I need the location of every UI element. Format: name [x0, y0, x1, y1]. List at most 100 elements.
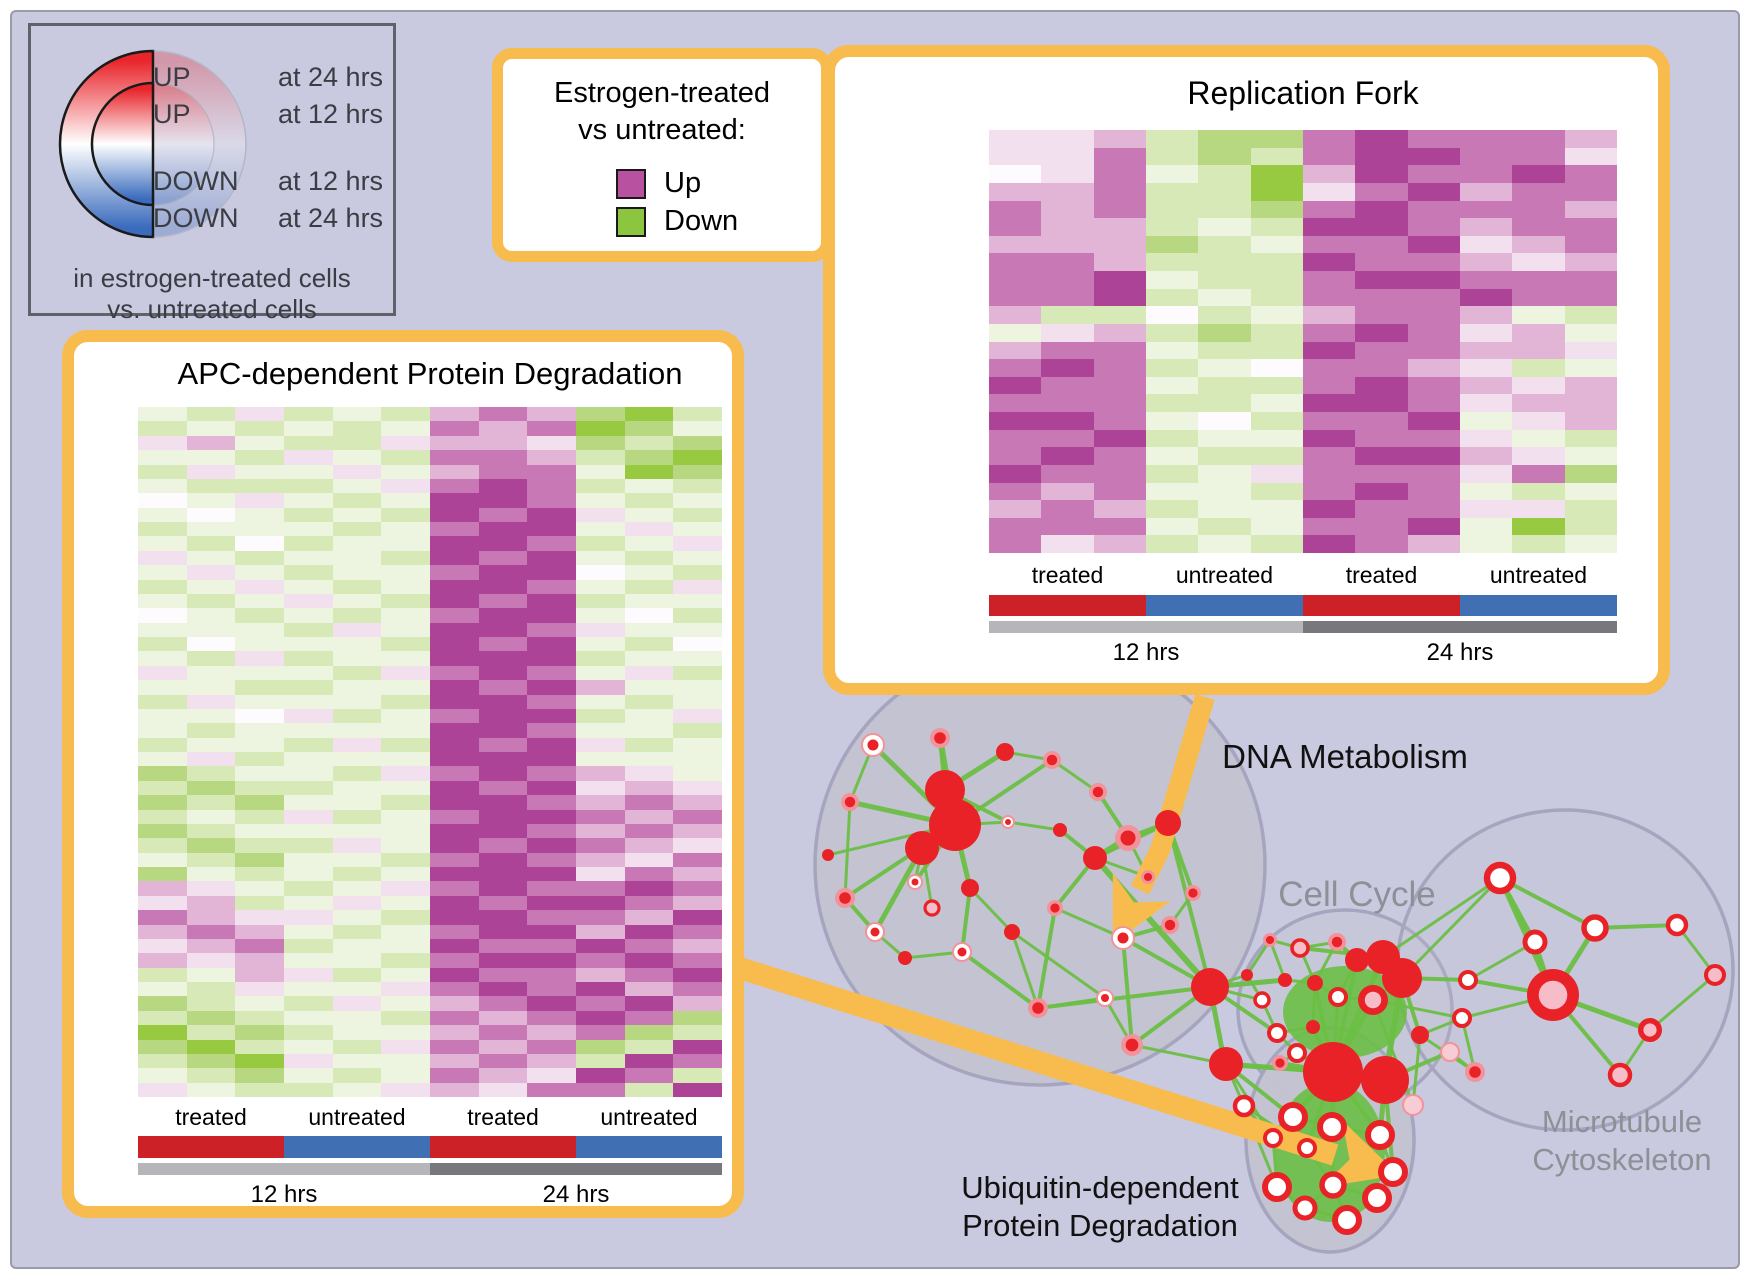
gene-node-ring-pink — [923, 899, 941, 917]
network-edge — [960, 950, 1040, 1010]
heatmap-cell — [332, 852, 382, 867]
gene-node-solid — [1411, 1026, 1429, 1044]
heatmap-cell — [478, 507, 528, 522]
heatmap-cell — [1041, 394, 1094, 412]
heatmap-cell — [332, 407, 382, 422]
heatmap-cell — [478, 550, 528, 566]
heatmap-cell — [673, 967, 723, 982]
heatmap-cell — [576, 795, 625, 810]
heatmap-cell — [1302, 535, 1356, 553]
heatmap-cell — [186, 665, 236, 681]
heatmap-cell — [235, 766, 285, 781]
heatmap-cell — [138, 795, 187, 810]
replication-fork-panel: Replication Fork treated untreated treated… — [823, 45, 1670, 695]
heatmap-cell — [1512, 429, 1565, 448]
gene-node-ring-white — [1581, 914, 1609, 942]
heatmap-cell — [576, 450, 625, 465]
heatmap-cell — [1302, 271, 1356, 289]
heatmap-cell — [576, 536, 625, 551]
heatmap-cell — [381, 723, 431, 738]
ubiquitin-label-line1: Ubiquitin-dependent — [961, 1170, 1239, 1205]
heatmap-cell — [1198, 376, 1251, 395]
gene-node-ring-white — [1319, 1171, 1347, 1199]
time-label: 24 hrs — [1426, 639, 1494, 666]
heatmap-cell — [235, 435, 285, 451]
heatmap-cell — [624, 493, 674, 508]
heatmap-cell — [381, 996, 431, 1011]
heatmap-cell — [527, 622, 577, 637]
heatmap-cell — [624, 823, 674, 839]
heatmap-cell — [235, 809, 285, 824]
heatmap-cell — [381, 982, 431, 997]
heatmap-cell — [527, 795, 577, 810]
heatmap-cell — [673, 708, 723, 724]
heatmap-cell — [430, 809, 479, 824]
heatmap-cell — [1407, 288, 1460, 307]
gene-node-ring-white — [1317, 1112, 1347, 1142]
heatmap-cell — [673, 579, 723, 594]
heatmap-cell — [527, 522, 577, 537]
heatmap-cell — [624, 536, 674, 551]
heatmap-cell — [989, 165, 1042, 183]
heatmap-cell — [673, 464, 723, 479]
heatmap-cell — [1093, 500, 1146, 518]
heatmap-cell — [138, 752, 187, 767]
heatmap-cell — [138, 622, 187, 637]
heatmap-cell — [673, 723, 723, 738]
heatmap-row — [138, 637, 723, 652]
heatmap-cell — [1564, 165, 1617, 183]
heatmap-cell — [138, 522, 187, 537]
heatmap-cell — [186, 823, 236, 839]
heatmap-cell — [284, 637, 333, 652]
heatmap-cell — [1198, 323, 1251, 342]
heatmap-cell — [1198, 464, 1251, 483]
heatmap-cell — [673, 651, 723, 666]
heatmap-cell — [576, 665, 625, 681]
updown-legend-item: Down — [616, 205, 738, 238]
heatmap-cell — [989, 535, 1042, 553]
heatmap-cell — [1093, 341, 1146, 360]
heatmap-row — [138, 550, 723, 566]
heatmap-cell — [332, 1025, 382, 1040]
heatmap-row — [138, 924, 723, 939]
heatmap-cell — [1041, 130, 1094, 148]
heatmap-cell — [381, 680, 431, 695]
heatmap-cell — [989, 447, 1042, 465]
group-label-untreated: untreated — [1489, 562, 1588, 588]
gene-node-ring-white — [1278, 1102, 1308, 1132]
heatmap-cell — [235, 579, 285, 594]
heatmap-cell — [1041, 323, 1094, 342]
gene-node-ring-white — [1458, 970, 1478, 990]
ubiquitin-label-line2: Protein Degradation — [962, 1208, 1238, 1243]
heatmap-cell — [186, 1010, 236, 1026]
apc-time-labels: 12 hrs 24 hrs — [138, 1181, 722, 1209]
heatmap-cell — [1564, 235, 1617, 254]
gene-node-halo-core — [1164, 919, 1176, 931]
heatmap-cell — [1302, 447, 1356, 465]
heatmap-cell — [1512, 447, 1565, 465]
apc-time-bars — [138, 1163, 722, 1175]
heatmap-row — [138, 665, 723, 681]
heatmap-cell — [1459, 253, 1513, 271]
heatmap-cell — [138, 1053, 187, 1069]
gene-node-ring-pink — [1703, 963, 1727, 987]
heatmap-cell — [1302, 288, 1356, 307]
heatmap-cell — [624, 881, 674, 896]
heatmap-cell — [989, 323, 1042, 342]
heatmap-cell — [989, 412, 1042, 430]
heatmap-cell — [989, 235, 1042, 254]
heatmap-cell — [186, 708, 236, 724]
heatmap-cell — [1145, 341, 1199, 360]
heatmap-cell — [332, 522, 382, 537]
updown-legend-item: Up — [616, 167, 701, 200]
gene-node-ring-white — [1263, 1128, 1283, 1148]
heatmap-cell — [1198, 447, 1251, 465]
heatmap-cell — [430, 1010, 479, 1026]
gene-node-solid — [1345, 948, 1369, 972]
heatmap-cell — [673, 1068, 723, 1083]
heatmap-cell — [1041, 412, 1094, 430]
heatmap-cell — [1564, 147, 1617, 166]
heatmap-cell — [673, 435, 723, 451]
heatmap-cell — [478, 982, 528, 997]
heatmap-cell — [527, 407, 577, 422]
